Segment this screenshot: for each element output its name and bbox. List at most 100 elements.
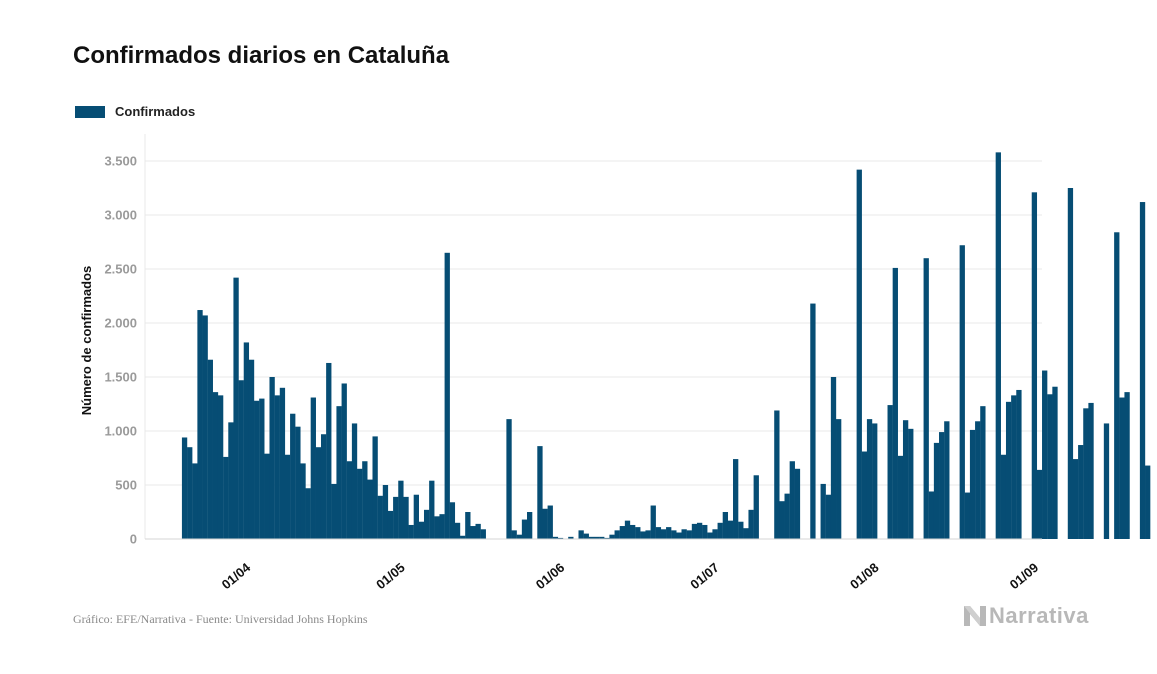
bar xyxy=(393,496,399,539)
x-tick-label: 01/05 xyxy=(373,560,408,592)
bar xyxy=(712,529,718,539)
bar xyxy=(933,442,940,539)
y-axis-label: Número de confirmados xyxy=(79,266,94,416)
x-tick-label: 01/08 xyxy=(847,560,882,592)
bar xyxy=(403,496,409,539)
bar xyxy=(269,377,275,539)
legend-label: Confirmados xyxy=(115,104,196,119)
bar xyxy=(1124,392,1130,539)
bar xyxy=(207,359,213,539)
bar xyxy=(326,362,332,539)
bar xyxy=(939,432,945,539)
y-tick-label: 3.000 xyxy=(104,208,137,223)
bar xyxy=(830,377,837,539)
bar xyxy=(341,383,347,539)
bar xyxy=(640,531,646,539)
bar xyxy=(897,455,904,539)
source-note: Gráfico: EFE/Narrativa - Fuente: Univers… xyxy=(73,612,368,626)
bar xyxy=(413,494,419,539)
bar xyxy=(1031,192,1038,539)
bar xyxy=(357,468,363,539)
bar xyxy=(861,451,868,539)
bar xyxy=(202,315,208,539)
grid-lines xyxy=(144,134,1042,539)
bar xyxy=(599,536,605,539)
brand-name: Narrativa xyxy=(989,603,1089,628)
bar xyxy=(702,524,708,539)
bar xyxy=(604,537,610,539)
bar xyxy=(1016,389,1022,539)
bar xyxy=(233,277,239,539)
bar xyxy=(784,493,790,539)
bar xyxy=(521,519,528,539)
legend-swatch xyxy=(75,105,105,118)
bar xyxy=(454,522,461,539)
bar xyxy=(351,423,358,539)
bar xyxy=(320,434,327,539)
bar xyxy=(408,524,414,539)
bar xyxy=(387,510,394,539)
bar xyxy=(738,521,744,539)
bar xyxy=(1103,423,1110,539)
bar xyxy=(1011,395,1017,539)
bar xyxy=(892,267,898,539)
bars xyxy=(181,152,1151,540)
y-tick-label: 1.500 xyxy=(104,370,137,385)
chart-title: Confirmados diarios en Cataluña xyxy=(73,42,450,69)
bar xyxy=(470,526,476,539)
x-tick-label: 01/09 xyxy=(1007,560,1042,592)
bar xyxy=(789,461,795,539)
bar xyxy=(964,492,971,539)
bar xyxy=(377,495,383,539)
bar xyxy=(1036,469,1043,539)
bar xyxy=(733,459,739,539)
bar xyxy=(583,533,589,539)
bar xyxy=(568,536,574,539)
y-tick-label: 3.500 xyxy=(104,154,137,169)
bar xyxy=(465,512,471,539)
brand-logo: Narrativa xyxy=(964,603,1089,629)
bar xyxy=(444,252,450,540)
bar xyxy=(475,523,481,539)
bar xyxy=(810,303,816,539)
bar xyxy=(192,463,198,539)
bar xyxy=(1145,465,1151,539)
bar xyxy=(187,447,193,539)
bar xyxy=(212,392,219,539)
bar xyxy=(284,454,291,539)
bar xyxy=(872,423,878,539)
bar xyxy=(547,505,553,539)
bar xyxy=(223,456,229,539)
y-tick-label: 500 xyxy=(115,478,137,493)
bar xyxy=(856,169,862,539)
bar xyxy=(1083,408,1089,539)
y-tick-label: 2.000 xyxy=(104,316,137,331)
bar xyxy=(614,530,620,539)
bar xyxy=(650,505,656,539)
bar xyxy=(624,520,631,539)
bar xyxy=(1139,202,1146,540)
bar xyxy=(887,405,893,539)
bar xyxy=(1072,459,1079,539)
bar xyxy=(516,534,522,539)
bar xyxy=(753,475,759,539)
bar xyxy=(418,521,425,539)
bar xyxy=(423,509,430,539)
y-tick-label: 2.500 xyxy=(104,262,137,277)
bar xyxy=(820,483,826,539)
chart-legend: Confirmados xyxy=(75,104,195,119)
bar xyxy=(449,502,456,539)
bar xyxy=(511,530,517,539)
bar xyxy=(794,468,801,539)
bar xyxy=(660,529,667,539)
bar xyxy=(774,410,780,539)
bar xyxy=(866,419,873,539)
bar xyxy=(552,536,559,539)
bar xyxy=(717,522,723,539)
bar xyxy=(362,461,368,539)
bar xyxy=(305,488,311,539)
bar xyxy=(259,398,265,539)
bar xyxy=(635,527,641,539)
y-tick-label: 1.000 xyxy=(104,424,137,439)
